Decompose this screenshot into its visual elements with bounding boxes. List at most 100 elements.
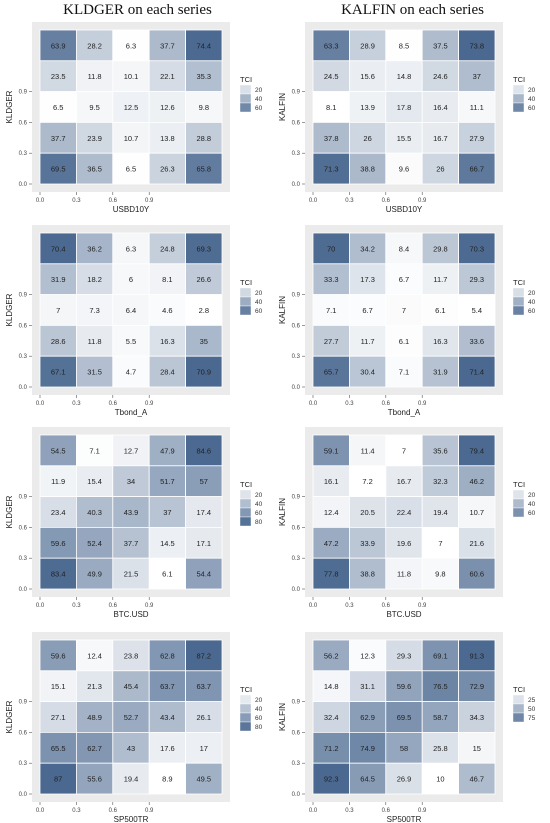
- heatmap-cell: [112, 91, 150, 123]
- heatmap-cell: [185, 294, 223, 326]
- cell-value-label: 24.5: [324, 72, 339, 81]
- heatmap-cell: [348, 732, 387, 764]
- heatmap-cell: [39, 29, 77, 62]
- legend-key: [239, 712, 252, 723]
- heatmap-cell: [39, 465, 77, 497]
- legend-key: [512, 93, 525, 104]
- y-axis-label: KLDGER: [5, 700, 14, 733]
- cell-value-label: 54.5: [51, 446, 66, 455]
- heatmap-panel-4: 70 34.2 8.4 29.8 70.333.3 17.3 6.7 11.7 29.37.1 6…: [278, 225, 536, 417]
- heatmap-cell: [39, 527, 77, 559]
- y-tick-label: 0.6: [19, 730, 28, 736]
- cell-value-label: 19.4: [124, 775, 139, 784]
- cell-value-label: 40.3: [87, 508, 102, 517]
- legend-break-label: 60: [255, 715, 263, 722]
- cell-value-label: 58: [400, 744, 408, 753]
- x-tick-label: 0.6: [382, 401, 391, 407]
- cell-value-label: 7: [56, 306, 60, 315]
- heatmap-cell: [76, 324, 114, 357]
- x-axis-label: USBD10Y: [386, 205, 423, 214]
- legend-break-label: 60: [255, 308, 263, 315]
- cell-value-label: 33.6: [469, 337, 484, 346]
- y-tick-label: 0.6: [19, 323, 28, 329]
- cell-value-label: 72.9: [469, 682, 484, 691]
- legend-break-label: 80: [255, 724, 263, 731]
- x-tick-label: 0.3: [345, 603, 354, 609]
- cell-value-label: 60.6: [469, 570, 484, 579]
- heatmap-cell: [385, 122, 423, 154]
- cell-value-label: 30.4: [360, 368, 375, 377]
- heatmap-cell: [312, 263, 350, 295]
- cell-value-label: 26: [363, 134, 371, 143]
- legend-break-label: 40: [255, 299, 263, 306]
- y-tick-label: 0.3: [19, 761, 28, 767]
- cell-value-label: 11.7: [361, 337, 375, 346]
- legend-key: [512, 84, 525, 95]
- cell-value-label: 7: [438, 539, 442, 548]
- cell-value-label: 8.9: [162, 775, 172, 784]
- cell-value-label: 45.4: [124, 682, 139, 691]
- cell-value-label: 7.1: [89, 446, 99, 455]
- heatmap-cell: [185, 324, 223, 357]
- cell-value-label: 11.9: [51, 477, 65, 486]
- heatmap-cell: [185, 355, 223, 388]
- heatmap-panel-7: 59.6 12.4 23.8 62.8 87.2 15.1 21.3 45.4 63.7 63.7…: [5, 632, 263, 823]
- cell-value-label: 2.8: [199, 306, 209, 315]
- cell-value-label: 35.6: [433, 446, 448, 455]
- cell-value-label: 16.4: [433, 103, 448, 112]
- cell-value-label: 6.1: [399, 337, 409, 346]
- heatmap-cell: [148, 122, 186, 154]
- cell-value-label: 8.1: [162, 275, 172, 284]
- cell-value-label: 70.3: [469, 244, 484, 253]
- cell-value-label: 69.3: [196, 244, 211, 253]
- heatmap-cell: [185, 232, 223, 265]
- heatmap-cell: [421, 91, 460, 123]
- heatmap-cell: [385, 91, 423, 123]
- y-tick-label: 0.0: [19, 792, 28, 798]
- legend-break-label: 75: [528, 715, 536, 722]
- cell-value-label: 6.7: [399, 275, 409, 284]
- heatmap-cell: [76, 434, 114, 467]
- heatmap-cell: [312, 91, 350, 123]
- heatmap-cell: [421, 639, 460, 672]
- heatmap-cell: [312, 355, 350, 388]
- cell-value-label: 77.8: [324, 570, 339, 579]
- x-tick-label: 0.3: [72, 808, 81, 814]
- cell-value-label: 28.6: [51, 337, 66, 346]
- x-tick-label: 0.6: [109, 401, 118, 407]
- cell-value-label: 28.8: [196, 134, 211, 143]
- cell-value-label: 26.1: [196, 713, 211, 722]
- y-tick-label: 0.6: [292, 323, 301, 329]
- cell-value-label: 62.8: [160, 651, 175, 660]
- heatmap-cell: [385, 294, 423, 326]
- legend-break-label: 50: [528, 706, 536, 713]
- heatmap-cell: [39, 91, 77, 123]
- heatmap-cell: [385, 496, 423, 528]
- legend-break-label: 60: [528, 308, 536, 315]
- y-tick-label: 0.6: [19, 525, 28, 531]
- x-tick-label: 0.6: [109, 603, 118, 609]
- legend-break-label: 60: [528, 510, 536, 517]
- cell-value-label: 22.1: [160, 72, 175, 81]
- cell-value-label: 24.6: [433, 72, 448, 81]
- cell-value-label: 27.1: [51, 713, 66, 722]
- heatmap-cell: [385, 527, 423, 559]
- cell-value-label: 6.1: [435, 306, 445, 315]
- cell-value-label: 70.9: [196, 368, 211, 377]
- legend-key: [512, 498, 525, 509]
- heatmap-panel-3: 70.4 36.2 6.3 24.8 69.3 31.9 18.2 6 8.1 26.6 7 7.3 6…: [5, 225, 263, 417]
- cell-value-label: 69.5: [397, 713, 412, 722]
- x-tick-label: 0.9: [418, 198, 427, 204]
- heatmap-cell: [458, 232, 496, 265]
- cell-value-label: 12.4: [87, 651, 102, 660]
- y-tick-label: 0.0: [292, 587, 301, 593]
- legend-break-label: 40: [255, 501, 263, 508]
- heatmap-cell: [185, 29, 223, 62]
- heatmap-cell: [148, 263, 186, 295]
- legend-key: [239, 694, 252, 705]
- y-tick-label: 0.6: [292, 730, 301, 736]
- y-tick-label: 0.0: [292, 385, 301, 391]
- heatmap-cell: [148, 639, 186, 672]
- cell-value-label: 58.7: [433, 713, 448, 722]
- cell-value-label: 9.8: [435, 570, 445, 579]
